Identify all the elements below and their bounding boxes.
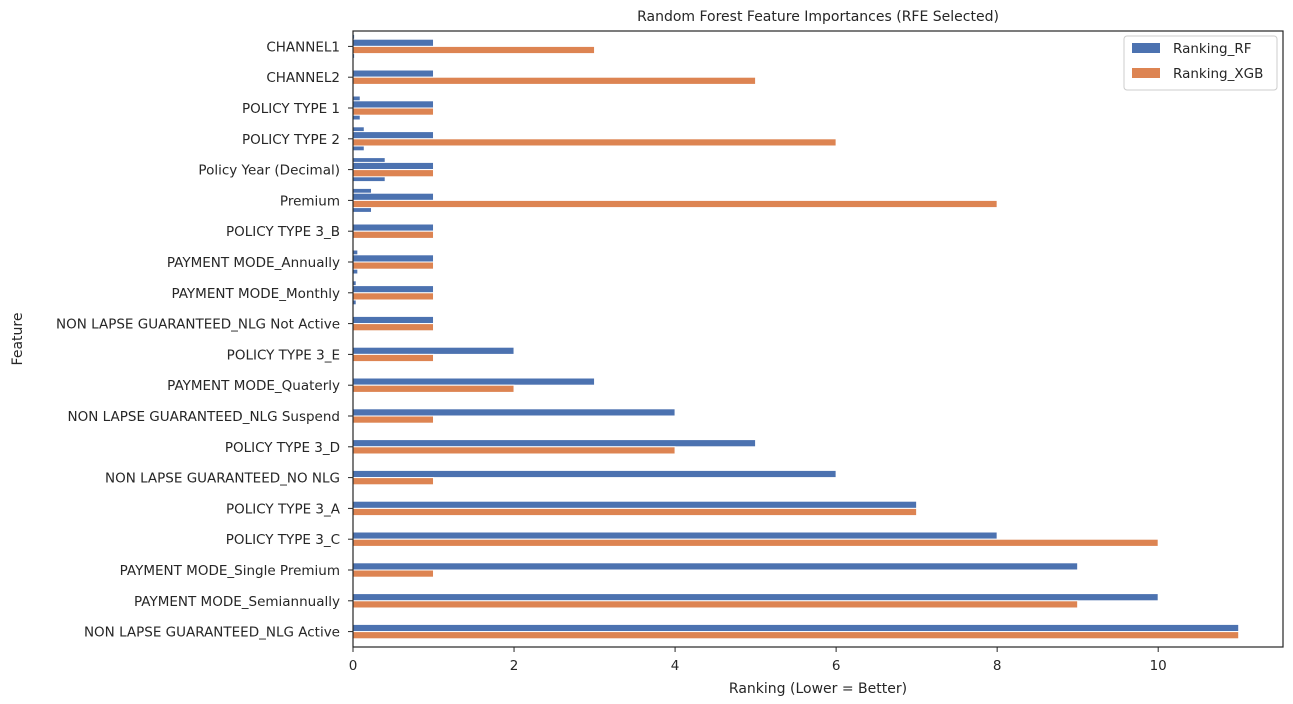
bar-ranking-rf [352,254,435,263]
x-tick-label: 2 [510,658,519,674]
y-tick-label: NON LAPSE GUARANTEED_NO NLG [105,471,340,487]
legend-label: Ranking_XGB [1173,66,1263,82]
bar-ranking-xgb [352,384,515,393]
bar-ranking-rf [352,131,435,140]
y-tick-label: POLICY TYPE 3_C [226,532,340,548]
y-tick-label: PAYMENT MODE_Quaterly [167,378,340,394]
y-tick-label: POLICY TYPE 3_B [226,224,340,240]
x-tick-label: 4 [671,658,680,674]
bar-ranking-xgb [352,169,435,178]
y-tick-label: NON LAPSE GUARANTEED_NLG Not Active [56,317,340,333]
bar-ranking-xgb [352,507,918,517]
bar-ranking-xgb [352,353,435,363]
legend-box [1123,35,1278,91]
y-tick-label: PAYMENT MODE_Monthly [171,286,340,302]
bar-ranking-xgb [352,261,435,270]
bar-ranking-rf [352,69,435,78]
ranking-bars [352,38,1240,640]
bar-ranking-xgb [352,446,676,455]
y-tick-label: CHANNEL2 [266,70,340,86]
bar-ranking-rf [352,346,515,355]
y-tick-label: POLICY TYPE 2 [242,132,340,148]
bar-ranking-rf [352,223,435,232]
y-tick-label: POLICY TYPE 3_E [227,347,340,363]
y-tick-labels: CHANNEL1 CHANNEL2 POLICY TYPE 1 POLICY TYPE… [56,39,353,641]
bar-ranking-rf [352,192,435,201]
y-tick-label: PAYMENT MODE_Annually [167,255,340,271]
x-tick-labels: 0 2 4 6 8 10 [349,647,1167,674]
bar-ranking-rf [352,439,757,448]
bar-ranking-xgb [352,569,435,578]
x-tick-label: 8 [993,658,1002,674]
bar-ranking-xgb [352,107,435,116]
y-tick-label: POLICY TYPE 1 [242,101,340,117]
bar-ranking-xgb [352,600,1079,609]
bar-ranking-rf [352,623,1240,633]
bar-ranking-rf [352,408,676,417]
y-tick-label: POLICY TYPE 3_D [225,440,340,456]
bar-ranking-rf [352,593,1159,602]
bar-ranking-xgb [352,415,435,424]
y-tick-label: Premium [280,193,340,209]
y-tick-label: POLICY TYPE 3_A [226,501,341,517]
bar-ranking-xgb [352,76,757,85]
bar-ranking-rf [352,315,435,325]
legend-label: Ranking_RF [1173,41,1252,57]
y-axis-label: Feature [10,313,26,366]
bar-ranking-rf [352,161,435,171]
bar-ranking-xgb [352,323,435,332]
bar-ranking-xgb [352,631,1240,640]
bar-ranking-rf [352,377,596,386]
x-tick-label: 6 [832,658,841,674]
bar-ranking-xgb [352,138,837,147]
chart-title: Random Forest Feature Importances (RFE S… [637,9,999,25]
bar-ranking-xgb [352,45,596,55]
bar-ranking-rf [352,38,435,47]
bar-ranking-xgb [352,199,998,209]
bar-ranking-rf [352,100,435,109]
y-tick-label: NON LAPSE GUARANTEED_NLG Suspend [68,409,340,425]
bar-ranking-rf [352,500,918,509]
bar-ranking-rf [352,285,435,294]
y-tick-label: Policy Year (Decimal) [198,163,340,179]
legend-swatch [1132,43,1160,53]
bar-ranking-xgb [352,292,435,301]
bar-ranking-rf [352,562,1079,571]
bar-ranking-xgb [352,230,435,239]
bar-ranking-rf [352,531,998,540]
x-axis-label: Ranking (Lower = Better) [729,681,907,697]
bar-ranking-xgb [352,538,1159,547]
y-tick-label: NON LAPSE GUARANTEED_NLG Active [84,625,340,641]
bar-ranking-rf [352,469,837,479]
y-tick-label: CHANNEL1 [266,39,340,55]
y-tick-label: PAYMENT MODE_Semiannually [134,594,340,610]
bar-ranking-xgb [352,477,435,486]
plot-frame [352,30,1284,648]
legend-swatch [1132,68,1160,78]
x-tick-label: 10 [1150,658,1167,674]
y-tick-label: PAYMENT MODE_Single Premium [120,563,340,579]
legend: Ranking_RF Ranking_XGB [1123,35,1278,91]
x-tick-label: 0 [349,658,358,674]
